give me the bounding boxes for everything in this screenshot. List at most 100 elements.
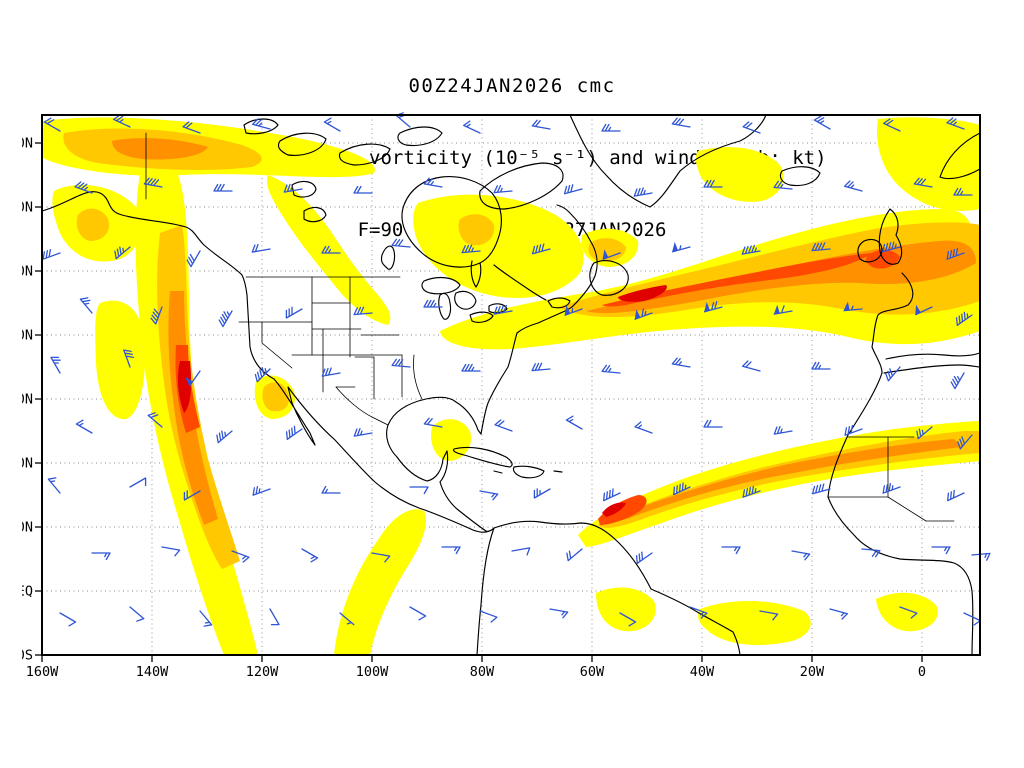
wind-barb (742, 485, 761, 498)
wind-barb (633, 187, 653, 197)
wind-barb (441, 546, 461, 555)
wind-barb (671, 242, 691, 253)
wind-barb (218, 310, 233, 328)
wind-barb (881, 241, 901, 253)
lat-label: 20N (22, 456, 33, 472)
wind-barb (885, 366, 901, 382)
wind-barb (602, 249, 621, 260)
rio-grande-border (335, 386, 389, 426)
wind-barb (74, 181, 93, 194)
wind-barb (721, 546, 741, 555)
wind-barb (113, 114, 131, 128)
wind-barb (689, 606, 708, 619)
wind-barb (811, 483, 831, 495)
wind-barb (150, 306, 163, 325)
arctic-island-3 (277, 132, 327, 156)
wind-barb (183, 490, 201, 501)
wind-barb (953, 187, 973, 196)
vorticity-region (602, 253, 872, 307)
vorticity-region (596, 587, 656, 632)
wind-barb (91, 552, 111, 561)
wind-barb (741, 244, 761, 255)
coastline-us-east (387, 305, 574, 435)
newfoundland (589, 260, 629, 296)
coastlines (41, 114, 981, 656)
wind-barb (43, 117, 61, 132)
wind-barb (601, 123, 621, 132)
wind-barb (493, 304, 513, 315)
wind-barb (123, 349, 135, 368)
wind-barb (773, 304, 793, 315)
wind-barb (79, 297, 93, 314)
wind-barb (531, 243, 551, 255)
wind-barb (143, 177, 163, 188)
wind-barb (673, 482, 691, 496)
wind-barb (391, 238, 411, 248)
lat-label: EQ (22, 584, 33, 600)
lat-label: 50N (22, 264, 33, 280)
vorticity-region (413, 194, 584, 299)
wind-barb (391, 358, 411, 368)
wind-barb (129, 606, 145, 622)
political-borders (145, 132, 955, 522)
lat-axis-labels: 70N 60N 50N 40N 30N 20N 10N EQ 10S (9, 136, 33, 664)
wind-barb (283, 183, 303, 193)
wind-barb (75, 419, 93, 434)
wind-barb (129, 477, 147, 488)
wind-barb (285, 425, 303, 440)
greenland (569, 114, 767, 208)
st-lawrence-river (493, 264, 547, 301)
state-border (261, 321, 293, 369)
wind-barb (533, 488, 551, 499)
lon-label: 20W (800, 664, 825, 680)
puerto-rico (553, 470, 563, 473)
wind-barb (59, 612, 77, 627)
wind-barb (301, 548, 319, 563)
wind-barb (216, 430, 233, 444)
wind-barb (463, 120, 481, 134)
wind-barb (913, 177, 933, 188)
wind-barb (251, 243, 271, 253)
wind-barb (531, 362, 551, 372)
wind-barb (844, 424, 863, 436)
wind-barb (353, 185, 373, 194)
wind-barb (955, 311, 973, 326)
lake-ontario (488, 303, 508, 314)
coastline-gulf-mexico (386, 424, 495, 532)
iceland (779, 166, 821, 187)
wind-barb (321, 485, 341, 494)
africa-border (887, 496, 927, 522)
lat-label: 10N (22, 520, 33, 536)
norway-coast (939, 132, 981, 180)
wind-barb (634, 421, 653, 434)
wind-barb (423, 177, 443, 188)
wind-barb (114, 246, 131, 260)
wind-barb (50, 356, 61, 374)
map-frame (41, 114, 981, 656)
baffin-island (479, 162, 564, 210)
wind-barb (565, 415, 583, 430)
james-bay (470, 260, 482, 288)
lon-label: 160W (26, 664, 59, 680)
wind-barb (773, 425, 793, 435)
lake-erie (469, 311, 494, 323)
vorticity-region (334, 509, 426, 655)
wind-barb (479, 610, 498, 623)
vorticity-region (616, 439, 962, 520)
wind-barb (811, 361, 831, 370)
vorticity-region (157, 225, 240, 569)
wind-barb (186, 250, 201, 268)
lat-label: 40N (22, 328, 33, 344)
lon-label: 120W (246, 664, 279, 680)
lat-label: 30N (22, 392, 33, 408)
vorticity-region (266, 175, 391, 325)
wind-barb (773, 180, 793, 190)
wind-barb (946, 247, 965, 260)
wind-barb (634, 308, 653, 320)
wind-barb (461, 244, 481, 254)
wind-barb (423, 299, 443, 308)
lon-label: 100W (356, 664, 389, 680)
wind-barb (185, 370, 201, 387)
lat-label: 60N (22, 200, 33, 216)
